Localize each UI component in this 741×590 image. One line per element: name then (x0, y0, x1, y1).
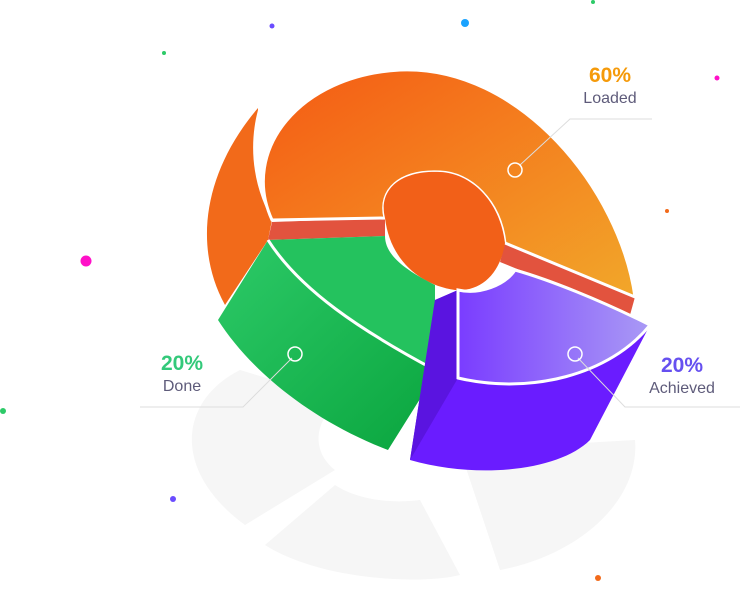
label-loaded-name: Loaded (583, 90, 637, 107)
chart-shadow (191, 370, 636, 580)
slice-achieved[interactable] (410, 268, 653, 471)
leader-lines (140, 118, 740, 408)
label-loaded-value: 60% (588, 64, 632, 87)
slice-done[interactable] (218, 236, 436, 450)
label-achieved-name: Achieved (649, 380, 715, 397)
slice-markers (287, 162, 583, 362)
label-loaded: 60% Loaded (550, 64, 670, 110)
label-done: 20% Done (122, 352, 242, 398)
label-done-name: Done (162, 378, 202, 395)
label-achieved: 20% Achieved (622, 354, 741, 400)
slice-loaded[interactable] (206, 68, 637, 315)
label-achieved-value: 20% (660, 354, 704, 377)
decorative-dots (0, 0, 720, 581)
label-done-value: 20% (160, 352, 204, 375)
